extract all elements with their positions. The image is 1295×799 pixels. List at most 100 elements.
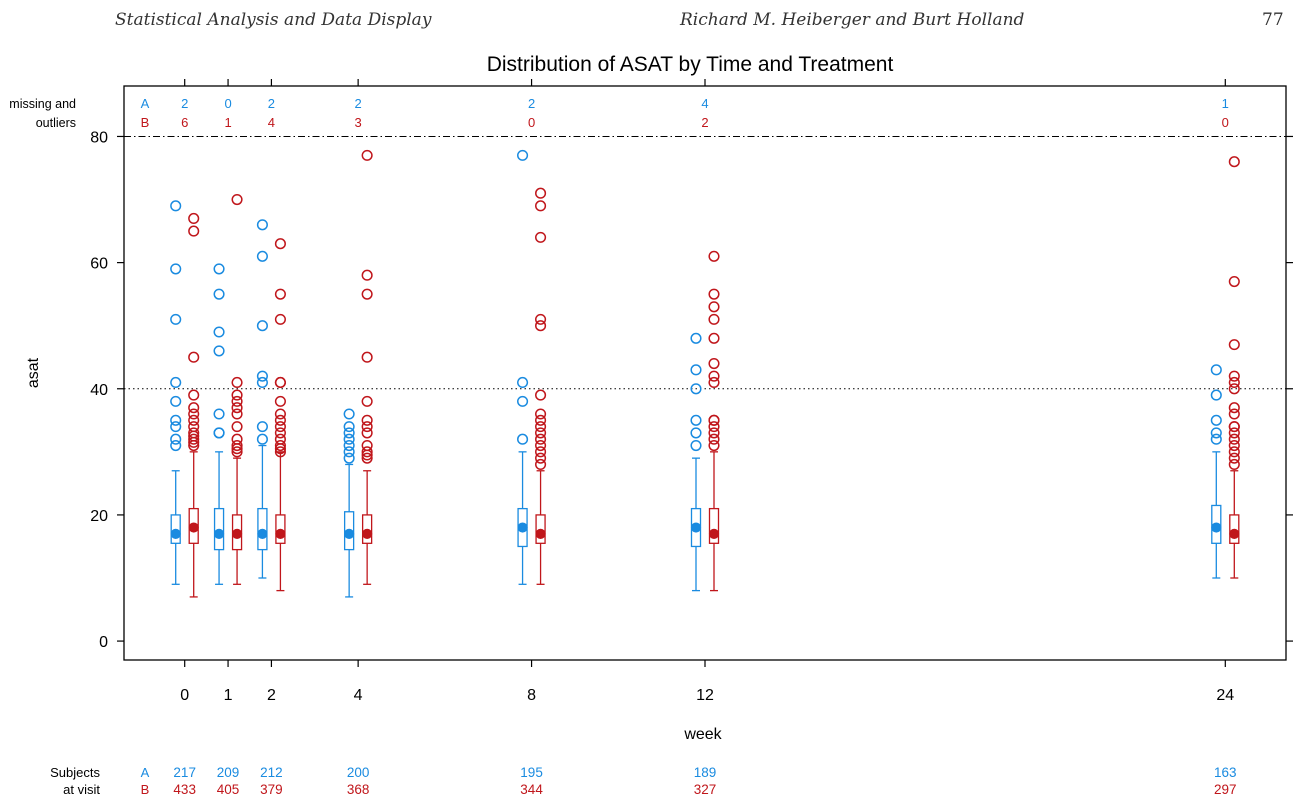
median-dot [275,528,286,539]
outlier-point [256,219,268,231]
outlier-point [213,326,225,338]
median-dot [690,522,702,533]
outlier-point [690,364,702,376]
outlier-point [343,421,355,433]
median-dot [362,528,373,539]
outlier-point [1228,339,1240,351]
median-dot [170,528,181,539]
x-tick-label: 24 [1216,687,1234,704]
box-A-week-2 [256,219,268,579]
outlier-point [361,446,373,458]
outlier-point [361,269,373,281]
outlier-point [708,427,720,439]
outlier-point [188,351,200,363]
plot-frame [123,85,1287,661]
median-dot [708,528,720,539]
outlier-point [170,313,182,325]
outlier-point [708,332,720,344]
outlier-point [213,288,225,300]
outlier-point [1210,427,1222,439]
outlier-point [361,414,373,426]
outlier-point [708,288,720,300]
box-A-week-1 [213,263,225,585]
outlier-point [188,402,200,414]
outlier-point [188,414,200,426]
outlier-point [231,408,243,420]
subjects-count-B: 433 [173,782,196,797]
missing-count-B: 2 [701,115,708,130]
box-A-week-8 [517,149,529,585]
outlier-point [708,357,720,370]
outlier-point [274,446,286,458]
outlier-point [256,250,268,262]
outlier-point [708,301,720,313]
outlier-point [1228,446,1240,458]
outlier-point [343,433,355,445]
subjects-label-line1: Subjects [50,765,100,780]
outlier-point [1228,458,1240,471]
outlier-point [690,332,702,344]
outlier-point [170,439,182,452]
outlier-point [343,427,355,439]
missing-count-A: 2 [181,96,188,111]
outlier-point [1228,427,1240,439]
outlier-point [343,439,355,452]
x-tick-label: 0 [180,687,189,704]
outlier-point [1228,383,1240,395]
outlier-point [231,376,243,389]
outlier-point [188,225,200,237]
y-tick-label: 60 [90,256,108,273]
outlier-point [535,446,547,458]
box-A-week-24 [1210,364,1222,579]
median-dot [535,528,546,539]
subjects-count-A: 200 [347,765,370,780]
outlier-point [274,439,286,452]
outlier-point [231,446,243,458]
subjects-count-A: 212 [260,765,283,780]
chart-title: Distribution of ASAT by Time and Treatme… [487,53,894,76]
outlier-point [170,433,182,445]
outlier-point [535,452,547,464]
page-number: 77 [1262,10,1284,30]
subjects-treatment-A: A [141,765,150,780]
outlier-point [231,421,243,433]
subjects-count-A: 217 [173,765,196,780]
outlier-point [361,421,373,433]
outlier-point [535,433,547,445]
missing-count-A: 2 [528,96,535,111]
missing-count-A: 2 [268,96,275,111]
missing-label-line1: missing and [9,97,76,111]
missing-count-B: 0 [528,115,535,130]
missing-count-B: 4 [268,115,275,130]
outlier-point [708,313,720,325]
outlier-point [274,421,286,433]
missing-treatment-A: A [141,96,150,111]
outlier-point [361,427,373,439]
outlier-point [708,421,720,433]
median-dot [1229,528,1240,539]
subjects-count-A: 209 [217,765,240,780]
outlier-point [535,458,547,471]
median-dot [344,528,355,539]
outlier-point [361,288,373,300]
outlier-point [256,433,268,445]
outlier-point [690,427,702,439]
missing-count-A: 2 [355,96,362,111]
outlier-point [188,436,200,448]
outlier-point [213,427,225,439]
subjects-treatment-B: B [141,782,150,797]
outlier-point [170,414,182,426]
outlier-point [274,414,286,426]
outlier-point [535,320,547,332]
outlier-point [188,408,200,420]
outlier-point [535,231,547,243]
outlier-point [231,395,243,407]
outlier-point [535,427,547,439]
box-B-week-8 [535,187,547,585]
outlier-point [517,395,529,407]
outlier-point [517,376,529,389]
outlier-point [274,288,286,300]
y-tick-label: 20 [90,508,108,525]
x-tick-label: 8 [527,687,536,704]
